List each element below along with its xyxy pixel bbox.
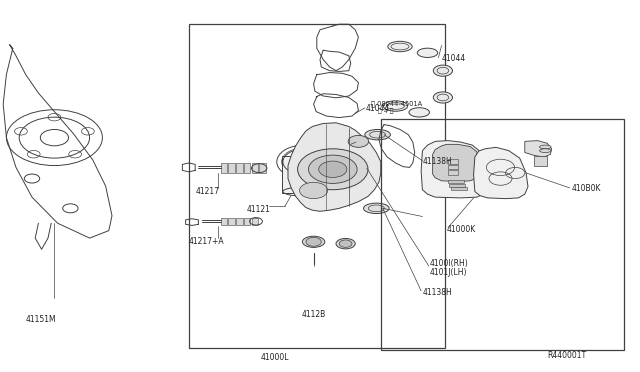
- Text: 41000K: 41000K: [447, 225, 476, 234]
- Text: R440001T: R440001T: [547, 351, 586, 360]
- Ellipse shape: [417, 48, 438, 57]
- Bar: [259, 163, 266, 173]
- Bar: [228, 163, 235, 173]
- Bar: [282, 156, 330, 193]
- Ellipse shape: [383, 101, 408, 111]
- Text: 41217+A: 41217+A: [189, 237, 225, 246]
- Ellipse shape: [433, 92, 452, 103]
- Ellipse shape: [388, 41, 412, 52]
- Text: 41138H: 41138H: [422, 288, 452, 296]
- Circle shape: [339, 240, 352, 247]
- Bar: [252, 218, 258, 225]
- Bar: [189, 24, 445, 348]
- Text: 410B0K: 410B0K: [572, 184, 601, 193]
- Text: 41217: 41217: [195, 187, 219, 196]
- Ellipse shape: [336, 238, 355, 249]
- Text: 4101J(LH): 4101J(LH): [430, 268, 468, 277]
- Text: 4112B: 4112B: [301, 310, 326, 319]
- Bar: [451, 187, 467, 190]
- Polygon shape: [433, 144, 479, 182]
- Circle shape: [348, 135, 369, 147]
- Text: 41000L: 41000L: [261, 353, 289, 362]
- Ellipse shape: [540, 149, 551, 153]
- Polygon shape: [474, 147, 528, 199]
- Ellipse shape: [364, 203, 389, 214]
- Ellipse shape: [433, 65, 452, 76]
- Text: Ⓑ 08044-4501A: Ⓑ 08044-4501A: [371, 101, 422, 108]
- Text: 〈 4 〉: 〈 4 〉: [378, 109, 393, 115]
- Circle shape: [306, 237, 321, 246]
- Text: 41151M: 41151M: [26, 315, 56, 324]
- Text: 41044: 41044: [366, 104, 390, 113]
- Ellipse shape: [540, 145, 551, 149]
- Text: 4100I(RH): 4100I(RH): [430, 259, 469, 268]
- Bar: [448, 159, 458, 164]
- Text: 41044: 41044: [442, 54, 466, 63]
- Polygon shape: [421, 141, 488, 198]
- Bar: [236, 163, 243, 173]
- Bar: [236, 218, 243, 225]
- Bar: [448, 170, 458, 175]
- Bar: [244, 163, 250, 173]
- Circle shape: [300, 182, 328, 199]
- Bar: [221, 218, 227, 225]
- Bar: [221, 163, 227, 173]
- Text: 41121: 41121: [246, 205, 270, 214]
- Circle shape: [319, 161, 347, 177]
- Bar: [449, 184, 465, 187]
- Polygon shape: [288, 123, 381, 211]
- Text: 41138H: 41138H: [422, 157, 452, 166]
- Bar: [448, 180, 464, 183]
- Circle shape: [308, 155, 357, 183]
- Polygon shape: [525, 141, 552, 157]
- Bar: [252, 163, 258, 173]
- Circle shape: [298, 149, 368, 190]
- Ellipse shape: [365, 129, 390, 140]
- Ellipse shape: [303, 236, 325, 247]
- Bar: [534, 156, 547, 166]
- Bar: [448, 165, 458, 169]
- Bar: [244, 218, 250, 225]
- Ellipse shape: [409, 108, 429, 117]
- Bar: [228, 218, 235, 225]
- Bar: [381, 119, 624, 350]
